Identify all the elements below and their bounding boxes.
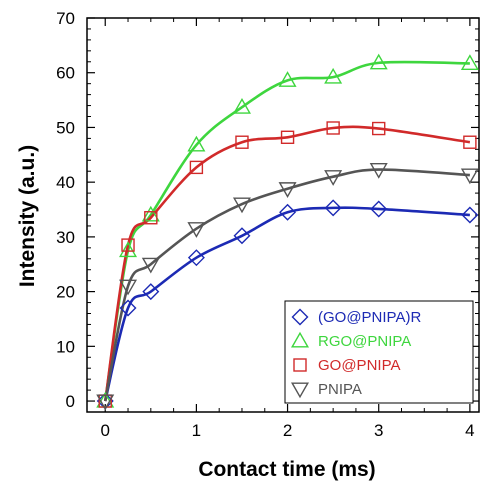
marker-2-5 [280, 130, 295, 144]
marker-3-3 [187, 222, 206, 238]
x-tick-label-2: 2 [283, 421, 292, 440]
y-tick-label-2: 20 [56, 283, 75, 302]
marker-0-1 [119, 299, 137, 317]
marker-1-7 [369, 53, 388, 70]
marker-2-7 [372, 121, 386, 136]
legend-marker-2 [293, 358, 307, 372]
curve-3 [103, 168, 470, 402]
legend-entries: (GO@PNIPA)R RGO@PNIPA GO@PNIPA PNIPA [290, 308, 421, 399]
curve-2 [103, 125, 471, 402]
x-tick-label-0: 0 [100, 421, 109, 440]
marker-2-4 [235, 135, 249, 149]
marker-3-1 [119, 279, 138, 296]
marker-0-4 [233, 227, 251, 245]
y-tick-label-0: 0 [66, 392, 75, 411]
marker-0-8 [461, 206, 479, 224]
marker-0-7 [370, 200, 388, 218]
marker-1-6 [324, 67, 343, 84]
x-axis-title: Contact time (ms) [198, 458, 375, 481]
y-axis-title: Intensity (a.u.) [16, 145, 39, 287]
y-tick-label-1: 10 [56, 337, 75, 356]
x-tick-label-1: 1 [192, 421, 201, 440]
data-markers [96, 53, 479, 411]
marker-3-0 [96, 394, 115, 411]
marker-0-3 [187, 249, 205, 267]
marker-0-6 [324, 199, 342, 217]
y-tick-label-4: 40 [56, 173, 75, 192]
legend-label-2: GO@PNIPA [318, 357, 400, 374]
legend-box [284, 300, 474, 404]
marker-3-2 [141, 257, 160, 274]
x-tick-label-4: 4 [465, 421, 474, 440]
marker-3-5 [278, 182, 297, 198]
marker-3-8 [460, 168, 479, 185]
marker-1-5 [278, 71, 297, 87]
legend-marker-1 [290, 331, 310, 348]
y-tick-label-3: 30 [56, 228, 75, 247]
legend-label-0: (GO@PNIPA)R [318, 309, 421, 326]
y-tick-label-6: 60 [56, 64, 75, 83]
marker-1-4 [232, 97, 251, 114]
y-tick-label-5: 50 [56, 118, 75, 137]
legend-label-1: RGO@PNIPA [318, 333, 411, 350]
marker-2-6 [326, 121, 340, 135]
marker-2-2 [144, 211, 158, 225]
marker-3-6 [324, 170, 343, 186]
marker-2-3 [189, 160, 204, 175]
marker-1-3 [187, 135, 206, 152]
marker-1-2 [141, 205, 160, 222]
marker-3-4 [232, 197, 251, 214]
legend-marker-3 [290, 382, 310, 399]
marker-0-5 [279, 203, 297, 221]
y-tick-label-7: 70 [56, 9, 75, 28]
legend-label-3: PNIPA [318, 381, 362, 398]
marker-1-8 [460, 54, 479, 70]
marker-1-1 [119, 241, 138, 258]
marker-3-7 [369, 163, 388, 179]
legend: (GO@PNIPA)R RGO@PNIPA GO@PNIPA PNIPA [284, 300, 474, 404]
marker-2-1 [121, 238, 135, 252]
legend-marker-0 [291, 308, 309, 326]
marker-2-8 [463, 135, 477, 149]
marker-0-2 [142, 283, 160, 301]
x-tick-label-3: 3 [374, 421, 383, 440]
